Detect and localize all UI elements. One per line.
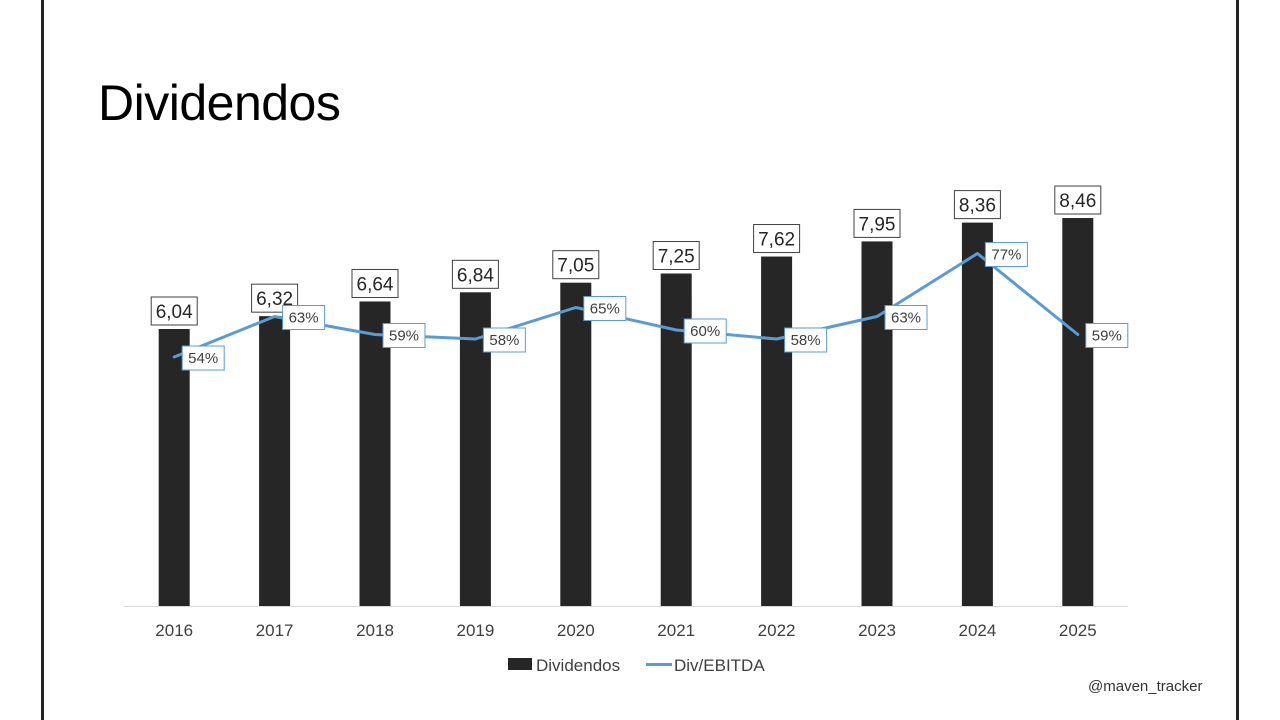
svg-text:54%: 54% xyxy=(188,350,218,367)
bar-2025 xyxy=(1062,218,1094,607)
svg-text:58%: 58% xyxy=(791,332,821,349)
page-title: Dividendos xyxy=(98,75,341,131)
bar-2023 xyxy=(861,241,893,606)
bar-2022 xyxy=(761,256,793,606)
bar-label-2019: 6,84 xyxy=(451,259,499,289)
x-tick-2022: 2022 xyxy=(758,621,796,640)
svg-text:77%: 77% xyxy=(991,247,1021,264)
x-tick-2020: 2020 xyxy=(557,621,595,640)
line-label-2018: 59% xyxy=(382,323,426,348)
x-tick-2025: 2025 xyxy=(1059,621,1097,640)
line-label-2023: 63% xyxy=(884,305,928,330)
bar-2020 xyxy=(560,282,592,606)
svg-text:8,46: 8,46 xyxy=(1059,191,1096,212)
line-label-2024: 77% xyxy=(984,242,1028,267)
svg-text:6,32: 6,32 xyxy=(256,289,293,310)
x-tick-2021: 2021 xyxy=(657,621,695,640)
legend-swatch-dividendos xyxy=(508,658,532,670)
svg-text:8,36: 8,36 xyxy=(959,196,996,217)
line-label-2017: 63% xyxy=(282,305,326,330)
svg-text:65%: 65% xyxy=(590,301,620,318)
slide-border-right xyxy=(1236,0,1239,720)
x-tick-2019: 2019 xyxy=(456,621,494,640)
line-label-2022: 58% xyxy=(784,327,828,353)
bar-label-2024: 8,36 xyxy=(953,190,1001,220)
bar-label-2022: 7,62 xyxy=(753,224,801,254)
bar-2018 xyxy=(359,301,391,606)
legend: Dividendos Div/EBITDA xyxy=(508,656,765,675)
svg-text:63%: 63% xyxy=(891,310,921,327)
svg-text:7,95: 7,95 xyxy=(859,214,896,235)
svg-text:7,05: 7,05 xyxy=(557,256,594,277)
svg-text:6,64: 6,64 xyxy=(357,274,394,295)
bar-label-2016: 6,04 xyxy=(150,296,198,326)
legend-label-dividendos: Dividendos xyxy=(536,656,620,675)
x-tick-2017: 2017 xyxy=(256,621,294,640)
line-label-2019: 58% xyxy=(482,327,526,353)
x-tick-2018: 2018 xyxy=(356,621,394,640)
bar-label-2021: 7,25 xyxy=(652,241,700,271)
svg-text:60%: 60% xyxy=(690,323,720,340)
legend-label-div-ebitda: Div/EBITDA xyxy=(674,656,765,675)
bar-2016 xyxy=(158,329,190,606)
bar-label-2018: 6,64 xyxy=(351,268,399,298)
line-label-2021: 60% xyxy=(683,318,727,344)
watermark: @maven_tracker xyxy=(1088,678,1203,695)
svg-text:63%: 63% xyxy=(289,310,319,327)
svg-text:6,84: 6,84 xyxy=(457,265,494,286)
bar-2017 xyxy=(259,316,291,606)
svg-text:7,62: 7,62 xyxy=(758,230,795,251)
svg-text:6,04: 6,04 xyxy=(156,302,193,323)
line-label-2025: 59% xyxy=(1085,323,1129,348)
line-label-2016: 54% xyxy=(181,345,225,371)
svg-text:58%: 58% xyxy=(489,332,519,349)
x-tick-2016: 2016 xyxy=(155,621,193,640)
svg-text:59%: 59% xyxy=(389,328,419,345)
bar-label-2020: 7,05 xyxy=(552,250,600,280)
svg-text:7,25: 7,25 xyxy=(658,247,695,268)
slide-border-left xyxy=(41,0,44,720)
bar-label-2025: 8,46 xyxy=(1054,185,1102,215)
bar-label-2023: 7,95 xyxy=(853,208,901,238)
x-tick-2023: 2023 xyxy=(858,621,896,640)
bar-2024 xyxy=(961,222,993,606)
x-tick-2024: 2024 xyxy=(958,621,996,640)
line-label-2020: 65% xyxy=(583,296,627,321)
svg-text:59%: 59% xyxy=(1092,328,1122,345)
